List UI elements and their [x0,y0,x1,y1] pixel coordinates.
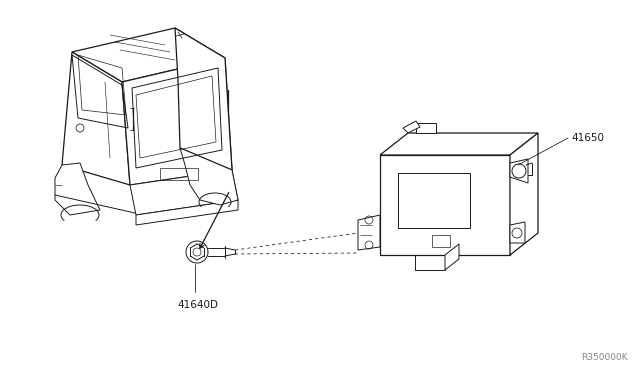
Polygon shape [72,28,225,82]
Text: 41640D: 41640D [177,300,218,310]
Bar [398,173,470,228]
Polygon shape [416,123,436,133]
Bar [160,168,198,180]
Polygon shape [136,200,238,225]
Polygon shape [175,28,232,170]
Polygon shape [122,58,232,185]
Polygon shape [180,148,238,205]
Bar [432,235,450,247]
Polygon shape [358,215,380,250]
Polygon shape [130,170,238,215]
Polygon shape [55,163,100,215]
Polygon shape [445,244,459,270]
Polygon shape [380,133,538,155]
Circle shape [186,241,208,263]
Polygon shape [510,159,528,183]
Polygon shape [62,52,130,185]
Polygon shape [403,121,420,133]
Polygon shape [510,133,538,255]
Polygon shape [380,155,510,255]
Polygon shape [510,222,525,243]
Text: 41650: 41650 [571,133,604,143]
Text: R350000K: R350000K [581,353,628,362]
